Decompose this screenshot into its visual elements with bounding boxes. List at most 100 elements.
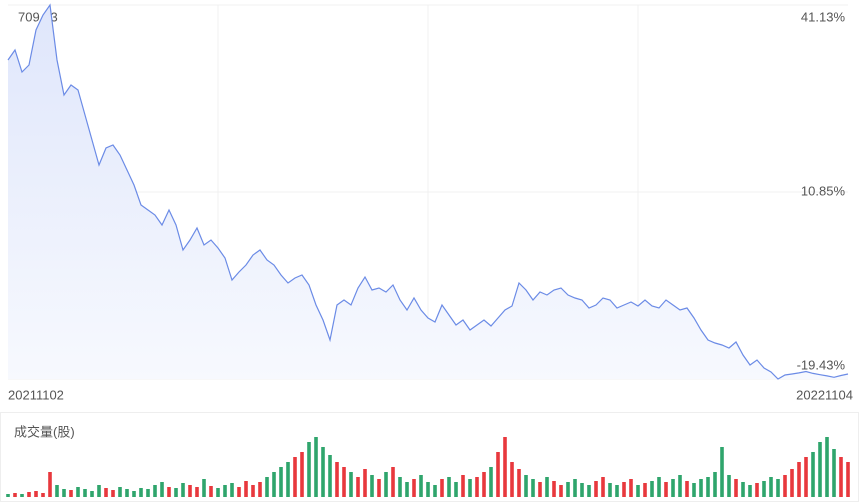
volume-bar [440,479,444,497]
volume-bar [419,475,423,497]
volume-bar [181,483,185,497]
volume-bar [195,487,199,497]
volume-bar [447,477,451,497]
volume-bar [559,485,563,497]
volume-bar [265,477,269,497]
volume-bar [692,483,696,497]
volume-bar [811,452,815,497]
volume-bar [587,485,591,497]
volume-bar [272,472,276,497]
volume-bar [139,488,143,497]
volume-bar [594,481,598,497]
volume-bar [328,455,332,497]
volume-bar [580,483,584,497]
volume-bar [97,485,101,497]
volume-bar [804,457,808,497]
volume-bar [356,477,360,497]
volume-bar [706,477,710,497]
volume-bar [405,482,409,497]
volume-bar [517,469,521,497]
volume-bar [314,437,318,497]
volume-bar [258,482,262,497]
volume-bar [202,479,206,497]
price-line [7,3,849,380]
volume-bar [531,479,535,497]
volume-bar [797,462,801,497]
volume-bar [825,437,829,497]
volume-bar [615,485,619,497]
volume-bar [510,462,514,497]
volume-bar [412,479,416,497]
volume-bar [741,482,745,497]
volume-bar [167,487,171,497]
y2-tick-label: 41.13% [801,9,846,24]
volume-bar [363,469,367,497]
volume-bar [370,475,374,497]
volume-bar [657,477,661,497]
volume-bar [818,442,822,497]
volume-bar [76,487,80,497]
volume-bar [461,475,465,497]
volume-bar [636,485,640,497]
volume-bar [118,487,122,497]
volume-bar [650,481,654,497]
volume-bar [209,486,213,497]
volume-bar [125,489,129,497]
volume-bar [762,481,766,497]
volume-bar [545,477,549,497]
volume-bar [643,483,647,497]
volume-bar [720,447,724,497]
volume-bar [349,472,353,497]
volume-bar [279,467,283,497]
volume-bar [391,467,395,497]
volume-bar [454,482,458,497]
volume-bar [776,479,780,497]
volume-bar [685,481,689,497]
volume-bar [300,452,304,497]
volume-bar [321,447,325,497]
volume-bar [622,482,626,497]
volume-bar [41,493,45,497]
volume-bar [769,477,773,497]
volume-bar [496,452,500,497]
volume-bar [727,475,731,497]
volume-bar [566,482,570,497]
volume-bar [398,477,402,497]
volume-bar [146,489,150,497]
volume-bar [475,477,479,497]
volume-panel [0,412,859,502]
volume-bar [608,483,612,497]
volume-bar [132,491,136,497]
volume-bar [111,490,115,497]
volume-bar [426,482,430,497]
volume-bar [104,488,108,497]
volume-bar [6,494,10,497]
volume-bar [307,442,311,497]
volume-bar [699,479,703,497]
volume-bar [293,457,297,497]
volume-bar [433,485,437,497]
volume-bar [629,479,633,497]
volume-bar [755,483,759,497]
volume-bar [671,479,675,497]
volume-bar [573,479,577,497]
volume-bar [384,472,388,497]
volume-bar [34,491,38,497]
volume-bar [468,479,472,497]
volume-bar [27,492,31,497]
volume-bar [216,488,220,497]
volume-bar [153,485,157,497]
volume-bar [62,489,66,497]
volume-bar [489,467,493,497]
volume-bar [48,472,52,497]
volume-bar [55,485,59,497]
volume-bar [734,479,738,497]
volume-bar [790,469,794,497]
y2-tick-label: -19.43% [797,357,846,372]
volume-bar [839,457,843,497]
volume-bar [237,487,241,497]
volume-bar [83,489,87,497]
volume-bar [713,472,717,497]
